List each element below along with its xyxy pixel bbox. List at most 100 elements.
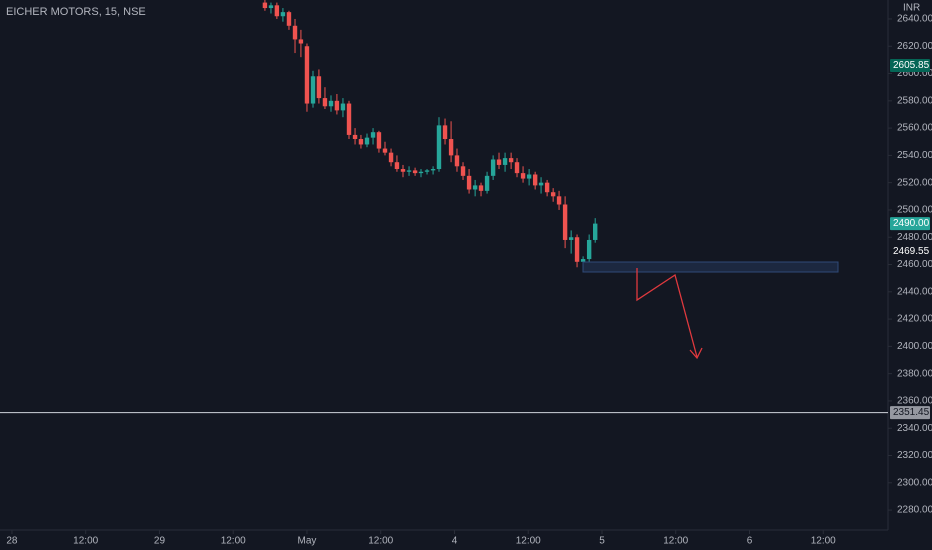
y-tick-label: 2560.00 bbox=[897, 123, 932, 134]
y-tick-label: 2600.00 bbox=[897, 68, 932, 79]
candle-body bbox=[514, 162, 520, 174]
candle-body bbox=[298, 39, 304, 44]
arrow-head bbox=[689, 347, 703, 360]
candle-body bbox=[382, 148, 388, 153]
y-tick-label: 2460.00 bbox=[897, 259, 932, 270]
y-tick-label: 2520.00 bbox=[897, 177, 932, 188]
candle-body bbox=[310, 76, 316, 104]
price-badge-label: 2490.00 bbox=[893, 218, 930, 229]
candle-body bbox=[358, 139, 364, 145]
y-tick-label: 2420.00 bbox=[897, 314, 932, 325]
x-tick-label: 12:00 bbox=[221, 536, 246, 547]
candle-body bbox=[448, 139, 454, 156]
candle-body bbox=[502, 158, 508, 165]
candle-body bbox=[574, 237, 580, 262]
x-tick-label: 12:00 bbox=[516, 536, 541, 547]
candle-body bbox=[286, 12, 292, 26]
candle-body bbox=[334, 100, 340, 111]
candle-body bbox=[538, 182, 544, 186]
x-tick-label: 4 bbox=[452, 536, 458, 547]
plot-area bbox=[262, 0, 598, 270]
candle-body bbox=[280, 12, 286, 17]
x-tick-label: 29 bbox=[154, 536, 166, 547]
y-tick-label: 2640.00 bbox=[897, 14, 932, 25]
candle-body bbox=[316, 76, 322, 99]
candle-body bbox=[562, 204, 568, 240]
y-tick-label: 2280.00 bbox=[897, 505, 932, 516]
candle-body bbox=[424, 170, 430, 172]
candle-body bbox=[544, 182, 550, 193]
y-tick-label: 2440.00 bbox=[897, 286, 932, 297]
y-tick-label: 2360.00 bbox=[897, 396, 932, 407]
candle-body bbox=[556, 196, 562, 205]
x-tick-label: 5 bbox=[599, 536, 605, 547]
projection-arrow bbox=[636, 268, 698, 358]
candle-body bbox=[592, 223, 598, 240]
candle-body bbox=[454, 155, 460, 167]
x-tick-label: May bbox=[298, 536, 317, 547]
y-tick-label: 2540.00 bbox=[897, 150, 932, 161]
candle-body bbox=[412, 170, 418, 174]
candle-body bbox=[496, 159, 502, 165]
x-tick-label: 28 bbox=[6, 536, 18, 547]
candle-body bbox=[322, 98, 328, 107]
candle-body bbox=[532, 174, 538, 186]
candle-body bbox=[466, 175, 472, 190]
candle-body bbox=[400, 169, 406, 172]
x-tick-label: 12:00 bbox=[73, 536, 98, 547]
x-tick-label: 12:00 bbox=[663, 536, 688, 547]
candle-body bbox=[274, 5, 280, 17]
candle-body bbox=[328, 100, 334, 107]
candle-body bbox=[388, 152, 394, 163]
y-tick-label: 2620.00 bbox=[897, 41, 932, 52]
candle-body bbox=[526, 174, 532, 179]
candle-body bbox=[352, 134, 358, 140]
price-badge bbox=[890, 406, 930, 420]
y-tick-label: 2340.00 bbox=[897, 423, 932, 434]
price-badge bbox=[890, 244, 930, 258]
zone-rectangle bbox=[582, 261, 839, 273]
y-tick-label: 2320.00 bbox=[897, 450, 932, 461]
y-tick-label: 2580.00 bbox=[897, 95, 932, 106]
candle-body bbox=[520, 173, 526, 179]
candle-body bbox=[490, 159, 496, 176]
candle-body bbox=[406, 170, 412, 172]
x-tick-label: 12:00 bbox=[368, 536, 393, 547]
candle-body bbox=[394, 162, 400, 170]
candle-body bbox=[376, 132, 382, 149]
candle-body bbox=[580, 259, 586, 262]
candle-body bbox=[340, 103, 346, 111]
candle-body bbox=[364, 137, 370, 145]
currency-label: INR bbox=[903, 3, 920, 14]
candle-body bbox=[436, 125, 442, 170]
chart-title: EICHER MOTORS, 15, NSE bbox=[6, 6, 146, 18]
candle-body bbox=[478, 185, 484, 191]
y-tick-label: 2300.00 bbox=[897, 477, 932, 488]
candle-body bbox=[346, 103, 352, 135]
candle-body bbox=[262, 2, 268, 9]
y-tick-label: 2500.00 bbox=[897, 205, 932, 216]
candle-body bbox=[304, 46, 310, 104]
y-tick-label: 2400.00 bbox=[897, 341, 932, 352]
candle-body bbox=[268, 5, 274, 9]
y-tick-label: 2480.00 bbox=[897, 232, 932, 243]
price-badge-label: 2469.55 bbox=[893, 246, 930, 257]
candle-body bbox=[292, 25, 298, 40]
price-badge-label: 2605.85 bbox=[893, 60, 930, 71]
price-badge-label: 2351.45 bbox=[893, 407, 930, 418]
candle-body bbox=[370, 132, 376, 138]
candle-body bbox=[442, 125, 448, 140]
y-tick-label: 2380.00 bbox=[897, 368, 932, 379]
x-tick-label: 12:00 bbox=[811, 536, 836, 547]
price-badge bbox=[890, 217, 930, 231]
candle-body bbox=[460, 166, 466, 176]
candle-body bbox=[550, 192, 556, 197]
candle-body bbox=[508, 158, 514, 163]
candle-body bbox=[586, 239, 592, 260]
candle-body bbox=[418, 171, 424, 174]
candle-body bbox=[568, 237, 574, 240]
candle-body bbox=[472, 185, 478, 190]
candle-body bbox=[430, 169, 436, 171]
